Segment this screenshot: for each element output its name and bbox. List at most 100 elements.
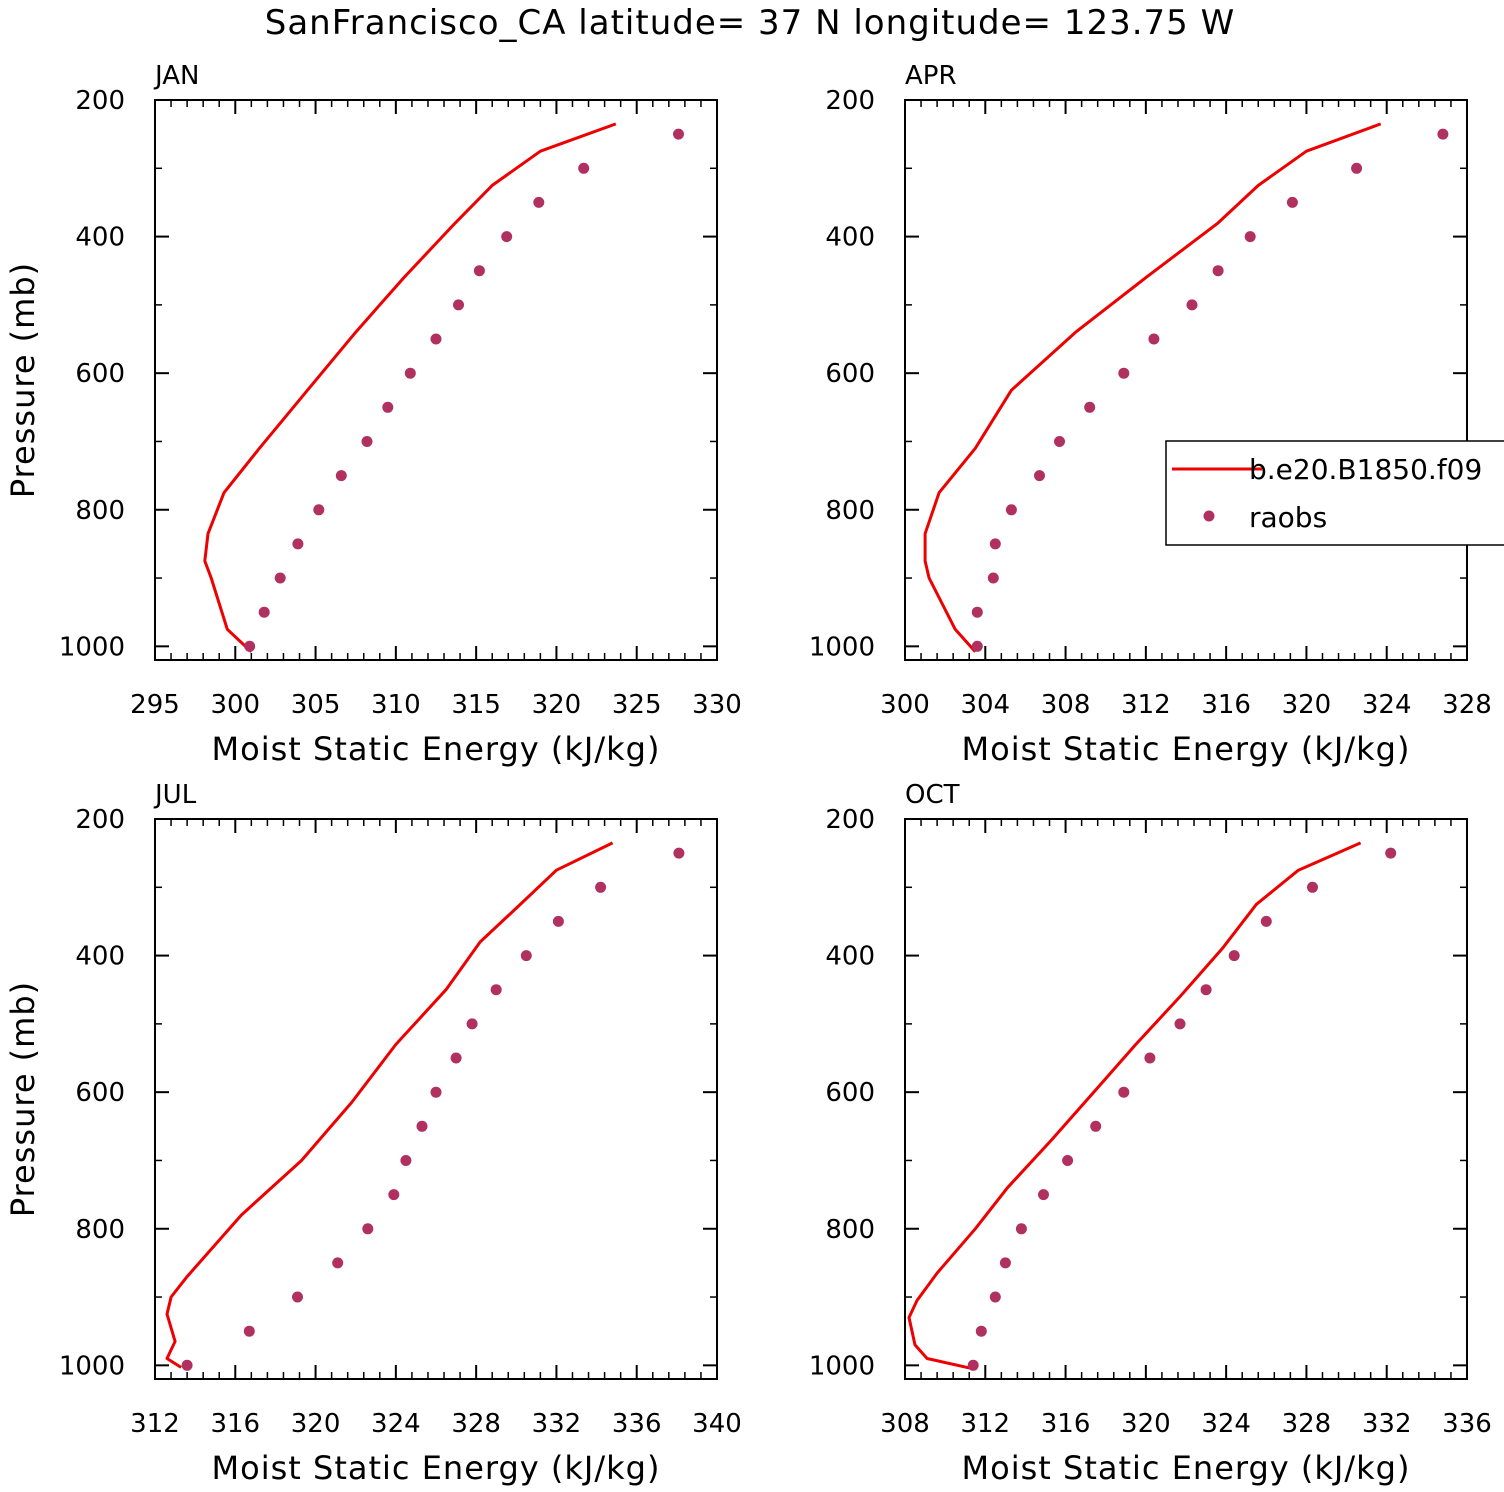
y-tick-label-jan: 800 (75, 496, 125, 526)
raobs-point-oct (1118, 1086, 1130, 1098)
plot-frame-jul (154, 818, 718, 1380)
raobs-point-oct (1385, 847, 1397, 859)
raobs-point-oct (1200, 984, 1212, 996)
raobs-point-oct (1038, 1189, 1049, 1201)
raobs-point-jul (388, 1189, 400, 1201)
x-tick-label-jan: 295 (130, 690, 180, 720)
raobs-point-apr (1286, 196, 1298, 208)
y-tick-label-jan: 600 (75, 359, 125, 389)
raobs-point-jul (243, 1325, 255, 1337)
raobs-point-apr (1118, 367, 1130, 379)
x-tick-label-oct: 308 (880, 1409, 930, 1439)
raobs-point-jul (673, 847, 685, 859)
raobs-point-jul (292, 1291, 303, 1303)
raobs-point-apr (1084, 401, 1096, 413)
legend-raobs-marker (1203, 510, 1215, 522)
raobs-point-jul (490, 984, 502, 996)
x-tick-label-jul: 312 (130, 1409, 180, 1439)
y-tick-label-jan: 400 (75, 223, 125, 253)
raobs-point-apr (1351, 162, 1363, 174)
raobs-point-jan (258, 606, 270, 618)
raobs-point-jul (552, 915, 564, 927)
y-tick-label-apr: 800 (825, 496, 875, 526)
legend-raobs-label: raobs (1249, 501, 1327, 534)
y-tick-label-jul: 1000 (59, 1351, 125, 1381)
x-tick-label-oct: 324 (1201, 1409, 1251, 1439)
x-tick-label-oct: 320 (1121, 1409, 1171, 1439)
plot-frame-jan (154, 99, 718, 661)
raobs-point-jul (595, 881, 607, 893)
x-tick-label-oct: 336 (1442, 1409, 1492, 1439)
legend: b.e20.B1850.f09 raobs (1165, 440, 1504, 546)
model-line-jul (165, 841, 614, 1369)
x-tick-label-jan: 320 (532, 690, 582, 720)
x-tick-label-apr: 328 (1442, 690, 1492, 720)
y-tick-label-jul: 600 (75, 1078, 125, 1108)
model-line-oct (907, 841, 1362, 1371)
x-tick-label-apr: 320 (1282, 690, 1332, 720)
x-tick-label-jan: 330 (692, 690, 742, 720)
raobs-point-apr (1054, 436, 1065, 447)
panels: JAN 295 300 305 310 315 320 325 330 200 400 600 800 1… (4, 61, 1492, 1487)
x-tick-label-jul: 332 (532, 1409, 582, 1439)
raobs-point-jul (430, 1086, 442, 1098)
x-tick-label-jan: 305 (291, 690, 341, 720)
x-tick-label-apr: 312 (1121, 690, 1171, 720)
raobs-point-oct (975, 1325, 987, 1337)
raobs-point-oct (989, 1291, 1001, 1303)
y-tick-label-apr: 200 (825, 86, 875, 116)
raobs-point-apr (1148, 333, 1160, 345)
raobs-point-jan (313, 504, 325, 516)
raobs-point-jan (335, 470, 347, 482)
x-tick-label-jul: 336 (612, 1409, 662, 1439)
raobs-point-jan (453, 299, 464, 311)
x-tick-label-oct: 312 (960, 1409, 1010, 1439)
raobs-point-jan (382, 401, 394, 413)
x-tick-label-jul: 324 (371, 1409, 421, 1439)
raobs-point-jul (400, 1155, 412, 1166)
raobs-point-jan (430, 333, 442, 345)
x-tick-label-apr: 304 (960, 690, 1010, 720)
y-axis-label-jul: Pressure (mb) (4, 981, 42, 1217)
y-tick-label-apr: 400 (825, 223, 875, 253)
x-tick-label-jul: 316 (210, 1409, 260, 1439)
x-tick-label-jul: 320 (291, 1409, 341, 1439)
x-tick-label-apr: 324 (1362, 690, 1412, 720)
panel-label-jan: JAN (153, 61, 199, 91)
raobs-point-jul (520, 950, 532, 962)
panel-jan: JAN 295 300 305 310 315 320 325 330 200 400 600 800 1… (4, 61, 742, 768)
raobs-point-jan (473, 265, 485, 277)
raobs-point-jan (274, 572, 286, 584)
raobs-point-oct (1090, 1120, 1102, 1132)
legend-box (1165, 440, 1504, 546)
x-tick-label-oct: 332 (1362, 1409, 1412, 1439)
raobs-point-jan (292, 538, 304, 550)
raobs-point-jul (466, 1018, 478, 1030)
x-tick-label-jan: 325 (612, 690, 662, 720)
x-axis-label-jul: Moist Static Energy (kJ/kg) (212, 1449, 661, 1487)
raobs-point-oct (1307, 881, 1318, 893)
y-tick-label-jul: 400 (75, 942, 125, 972)
plot-frame-oct (904, 818, 1468, 1380)
y-axis-label-jan: Pressure (mb) (4, 262, 42, 498)
raobs-point-jan (673, 128, 684, 140)
legend-model-label: b.e20.B1850.f09 (1249, 453, 1482, 486)
x-tick-label-jul: 340 (692, 1409, 742, 1439)
y-tick-label-oct: 200 (825, 805, 875, 835)
raobs-point-apr (1186, 299, 1198, 311)
raobs-point-jul (416, 1120, 428, 1132)
raobs-point-oct (1015, 1223, 1027, 1235)
plot-frame-apr (904, 99, 1468, 661)
raobs-point-apr (1005, 504, 1017, 516)
x-tick-label-jan: 310 (371, 690, 421, 720)
panel-jul: JUL 312 316 320 324 328 332 336 340 200 400 600 800 1… (4, 780, 742, 1487)
raobs-point-jul (181, 1359, 193, 1371)
y-tick-label-oct: 400 (825, 942, 875, 972)
x-axis-label-oct: Moist Static Energy (kJ/kg) (962, 1449, 1411, 1487)
x-tick-label-jan: 300 (210, 690, 260, 720)
raobs-point-apr (1034, 470, 1045, 482)
y-tick-label-oct: 600 (825, 1078, 875, 1108)
panel-oct: OCT 308 312 316 320 324 328 332 336 200 400 600 800 1… (809, 780, 1492, 1487)
raobs-point-apr (987, 572, 999, 584)
